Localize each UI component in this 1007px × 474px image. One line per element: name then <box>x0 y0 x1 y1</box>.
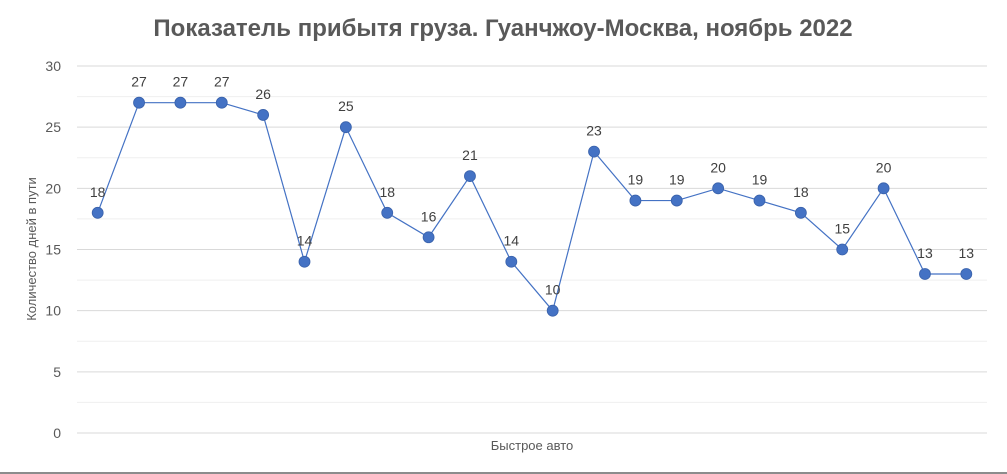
data-point <box>753 194 766 207</box>
data-point <box>91 206 104 219</box>
y-tick-label: 25 <box>45 119 61 135</box>
y-axis-ticks: 0 5 10 15 20 25 30 <box>45 58 61 441</box>
y-tick-label: 10 <box>45 303 61 319</box>
data-label: 19 <box>628 172 644 188</box>
data-point <box>836 243 849 256</box>
data-point <box>505 255 518 268</box>
x-axis-title: Быстрое авто <box>491 438 574 453</box>
gridlines <box>77 65 987 434</box>
data-label: 16 <box>421 208 437 224</box>
data-point <box>215 96 228 109</box>
data-point <box>381 206 394 219</box>
data-label: 18 <box>379 184 395 200</box>
data-label: 19 <box>752 172 768 188</box>
y-tick-label: 30 <box>45 58 61 74</box>
data-point <box>588 145 600 158</box>
data-point <box>174 96 187 109</box>
chart-title: Показатель прибытя груза. Гуанчжоу-Москв… <box>153 15 852 42</box>
data-point <box>877 182 890 195</box>
data-label: 14 <box>297 233 313 249</box>
y-tick-label: 5 <box>53 364 61 380</box>
data-label: 18 <box>793 184 809 200</box>
data-label: 21 <box>462 147 478 163</box>
data-point <box>794 206 807 219</box>
data-point <box>960 268 973 280</box>
y-axis-title: Количество дней в пути <box>24 177 39 321</box>
data-label: 23 <box>586 123 602 139</box>
data-point <box>629 194 642 207</box>
data-point <box>546 304 559 317</box>
data-label: 27 <box>214 74 230 90</box>
data-point <box>464 170 476 183</box>
data-points <box>91 96 973 317</box>
data-label: 18 <box>90 184 106 200</box>
data-labels: 18 27 27 27 26 14 25 18 16 21 14 10 23 19 19 20 19 18 15 20… <box>90 74 974 298</box>
data-label: 20 <box>876 159 892 175</box>
data-point <box>712 182 725 195</box>
y-tick-label: 0 <box>53 425 61 441</box>
y-tick-label: 15 <box>45 242 61 258</box>
data-point <box>133 96 145 109</box>
data-point <box>919 268 931 280</box>
data-label: 19 <box>669 172 685 188</box>
data-point <box>670 194 683 207</box>
data-label: 26 <box>255 86 271 102</box>
data-point <box>422 231 435 244</box>
series-line <box>97 102 967 312</box>
data-point <box>298 255 311 268</box>
data-label: 13 <box>917 245 933 261</box>
data-label: 13 <box>959 245 975 261</box>
y-tick-label: 20 <box>45 180 61 196</box>
data-label: 15 <box>834 221 850 237</box>
data-point <box>339 121 352 134</box>
data-label: 27 <box>131 74 147 90</box>
data-label: 25 <box>338 98 354 114</box>
data-label: 20 <box>710 159 726 175</box>
data-label: 27 <box>173 74 189 90</box>
data-label: 10 <box>545 282 561 298</box>
chart-bottom-border <box>0 472 1007 474</box>
data-label: 14 <box>504 233 520 249</box>
data-point <box>257 109 270 121</box>
